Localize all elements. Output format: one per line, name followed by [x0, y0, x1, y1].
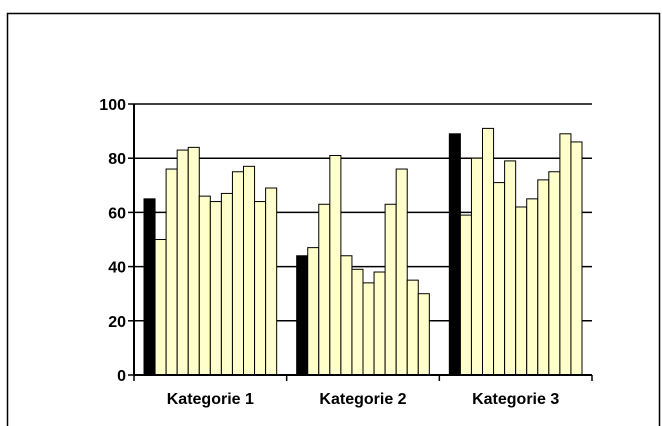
category-label: Kategorie 1 — [167, 391, 254, 408]
bar-3-3 — [470, 157, 484, 376]
bar-1-12 — [265, 187, 278, 376]
bar-3-4 — [482, 127, 495, 376]
bar-2-4 — [329, 154, 342, 376]
y-tick-label: 100 — [99, 97, 126, 114]
bar-2-5 — [340, 255, 353, 376]
bar-3-8 — [526, 198, 539, 376]
bar-1-9 — [231, 171, 244, 376]
bar-2-11 — [406, 279, 419, 376]
bar-1-6 — [198, 195, 211, 376]
bar-1-5 — [187, 146, 200, 376]
bar-1-3 — [165, 168, 178, 376]
bar-3-5 — [493, 182, 506, 376]
bar-1-7 — [209, 201, 222, 376]
bar-3-10 — [548, 171, 561, 376]
axes — [128, 103, 593, 381]
bar-2-1 — [296, 255, 309, 376]
bar-2-7 — [362, 282, 375, 376]
bar-2-10 — [395, 168, 408, 376]
category-label: Kategorie 2 — [319, 391, 406, 408]
bar-3-12 — [570, 141, 583, 376]
bar-1-8 — [220, 192, 233, 376]
bar-2-2 — [307, 247, 320, 376]
bar-1-2 — [154, 239, 167, 376]
bar-3-7 — [515, 206, 528, 376]
y-tick-label: 0 — [117, 368, 126, 385]
bar-2-6 — [351, 268, 364, 376]
bars — [143, 127, 583, 376]
bar-2-8 — [373, 271, 386, 376]
bar-2-12 — [417, 293, 430, 376]
bar-1-1 — [143, 198, 156, 376]
bar-3-1 — [448, 133, 461, 376]
y-tick-label: 80 — [108, 151, 126, 168]
bar-1-4 — [176, 149, 189, 376]
category-label: Kategorie 3 — [472, 391, 559, 408]
bar-3-2 — [459, 214, 472, 376]
tick-labels: 0 20 40 60 80 100 Kategorie 1 Kategorie 2 Katego… — [99, 97, 559, 408]
bar-2-9 — [384, 203, 397, 376]
bar-1-11 — [254, 201, 267, 376]
bar-3-11 — [559, 133, 572, 376]
bar-3-6 — [504, 160, 517, 376]
y-tick-label: 40 — [108, 260, 126, 277]
bar-1-10 — [243, 165, 256, 376]
y-tick-label: 60 — [108, 205, 126, 222]
bar-3-9 — [537, 179, 550, 376]
y-tick-label: 20 — [108, 314, 126, 331]
bar-2-3 — [318, 203, 331, 376]
